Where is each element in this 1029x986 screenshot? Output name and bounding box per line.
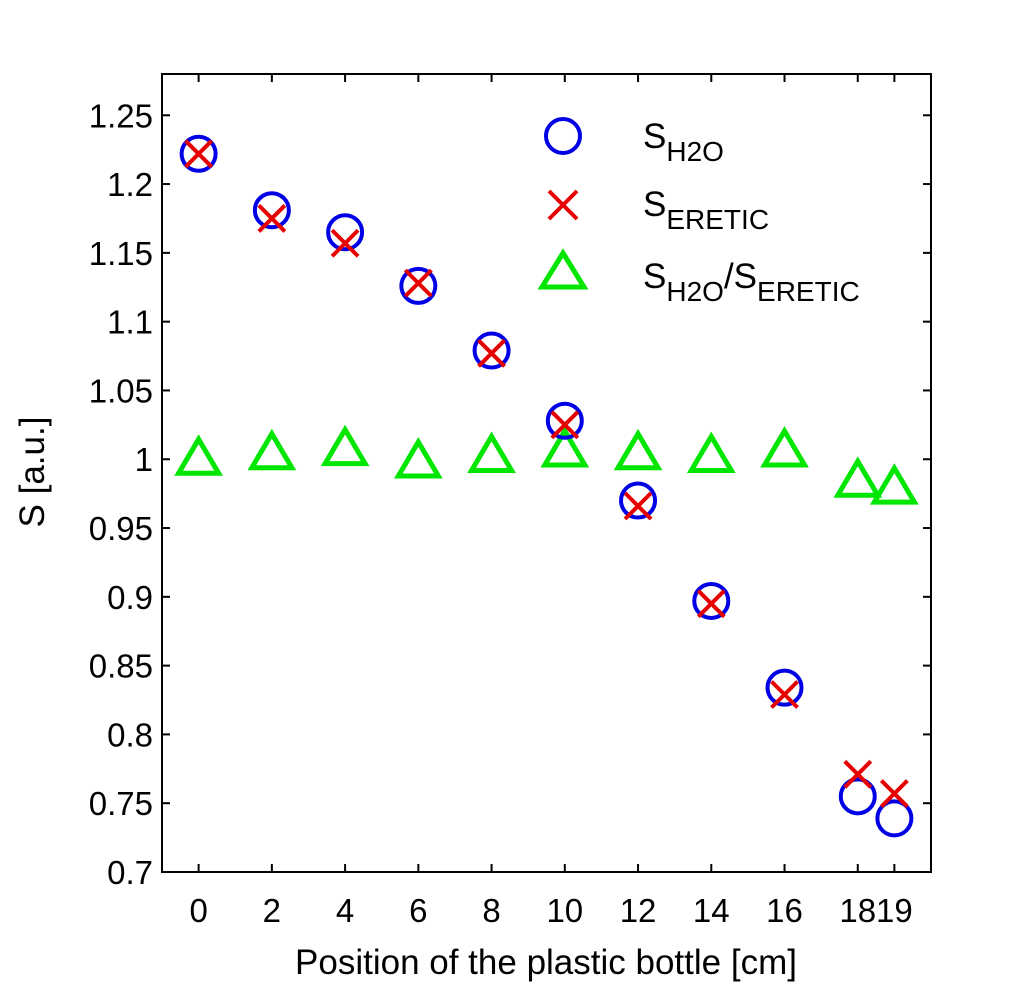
y-tick-label: 0.8: [107, 716, 153, 753]
x-tick-label: 2: [263, 892, 281, 929]
legend-sub-2: ERETIC: [757, 276, 860, 307]
legend-main: S: [643, 257, 666, 296]
y-tick-label: 1.25: [89, 97, 153, 134]
series-triangle: [174, 424, 919, 505]
x-tick-label: 16: [766, 892, 803, 929]
x-tick-label: 8: [482, 892, 500, 929]
legend-main: S: [643, 185, 666, 224]
y-tick-label: 1: [135, 441, 153, 478]
data-point-triangle: [540, 426, 590, 468]
data-point-circle: [692, 581, 731, 620]
legend-sub: H2O: [666, 136, 724, 167]
series-circle: [179, 134, 914, 838]
data-point-triangle: [833, 456, 883, 498]
legend-marker-circle: [544, 117, 582, 155]
data-point-circle: [179, 134, 218, 173]
data-point-circle: [472, 331, 511, 370]
data-point-x: [184, 139, 214, 169]
data-point-triangle: [467, 431, 516, 473]
x-tick-label: 18: [839, 892, 876, 929]
data-point-circle: [838, 777, 877, 816]
x-tick-label: 19: [876, 892, 913, 929]
data-point-circle: [399, 266, 438, 305]
data-point-circle: [545, 401, 584, 440]
data-point-x: [330, 228, 360, 258]
y-tick-label: 1.1: [107, 304, 153, 341]
y-tick-label: 0.75: [89, 785, 153, 822]
legend-main: S: [643, 117, 666, 156]
legend-main-2: S: [734, 257, 757, 296]
data-point-circle: [619, 481, 658, 520]
data-point-circle: [252, 191, 291, 230]
data-point-circle: [326, 213, 365, 252]
data-point-triangle: [393, 437, 443, 479]
x-tick-label: 10: [546, 892, 583, 929]
data-point-x: [477, 338, 506, 368]
data-point-triangle: [320, 424, 370, 467]
legend-sep: /: [724, 257, 734, 296]
data-point-x: [403, 268, 433, 298]
x-tick-label: 14: [693, 892, 730, 929]
data-point-x: [696, 589, 726, 619]
y-tick-label: 1.2: [107, 166, 153, 203]
y-tick-label: 1.05: [89, 372, 153, 409]
y-axis-label: S [a.u.]: [13, 417, 52, 528]
axis-ticks: 0.7 0.75 0.8 0.85 0.9 0.95 1 1.05 1.1 1.15 1.2 1.25…: [89, 74, 931, 929]
x-tick-label: 0: [189, 892, 207, 929]
y-tick-label: 0.7: [107, 854, 153, 891]
data-point-triangle: [247, 428, 297, 471]
legend-entry-ratio: SH2O/SERETIC: [643, 257, 860, 307]
legend: SH2O SERETIC SH2O/SERETIC: [537, 117, 860, 307]
data-point-x: [843, 759, 873, 789]
x-tick-label: 6: [409, 892, 427, 929]
data-point-triangle: [870, 463, 919, 505]
data-series: [174, 134, 919, 838]
legend-marker-x: [547, 189, 579, 221]
data-point-x: [770, 680, 799, 709]
y-tick-label: 0.9: [107, 579, 153, 616]
legend-entry-eretic: SERETIC: [643, 185, 769, 235]
y-tick-label: 0.85: [89, 648, 153, 685]
legend-sub: ERETIC: [666, 204, 769, 235]
x-tick-label: 4: [336, 892, 354, 929]
data-point-x: [550, 410, 580, 440]
legend-sub: H2O: [666, 276, 724, 307]
legend-marker-triangle: [537, 248, 589, 290]
legend-entry-h2o: SH2O: [643, 117, 724, 167]
y-tick-label: 1.15: [89, 235, 153, 272]
data-point-triangle: [613, 428, 663, 471]
data-point-triangle: [686, 431, 736, 473]
data-point-x: [623, 491, 653, 521]
series-x: [184, 139, 909, 808]
x-axis-label: Position of the plastic bottle [cm]: [295, 943, 797, 982]
data-point-circle: [875, 799, 914, 838]
data-point-triangle: [760, 426, 809, 468]
data-point-circle: [765, 668, 804, 707]
x-tick-label: 12: [620, 892, 657, 929]
data-point-x: [879, 779, 909, 808]
y-tick-label: 0.95: [89, 510, 153, 547]
data-point-triangle: [174, 434, 223, 476]
data-point-x: [257, 204, 287, 233]
